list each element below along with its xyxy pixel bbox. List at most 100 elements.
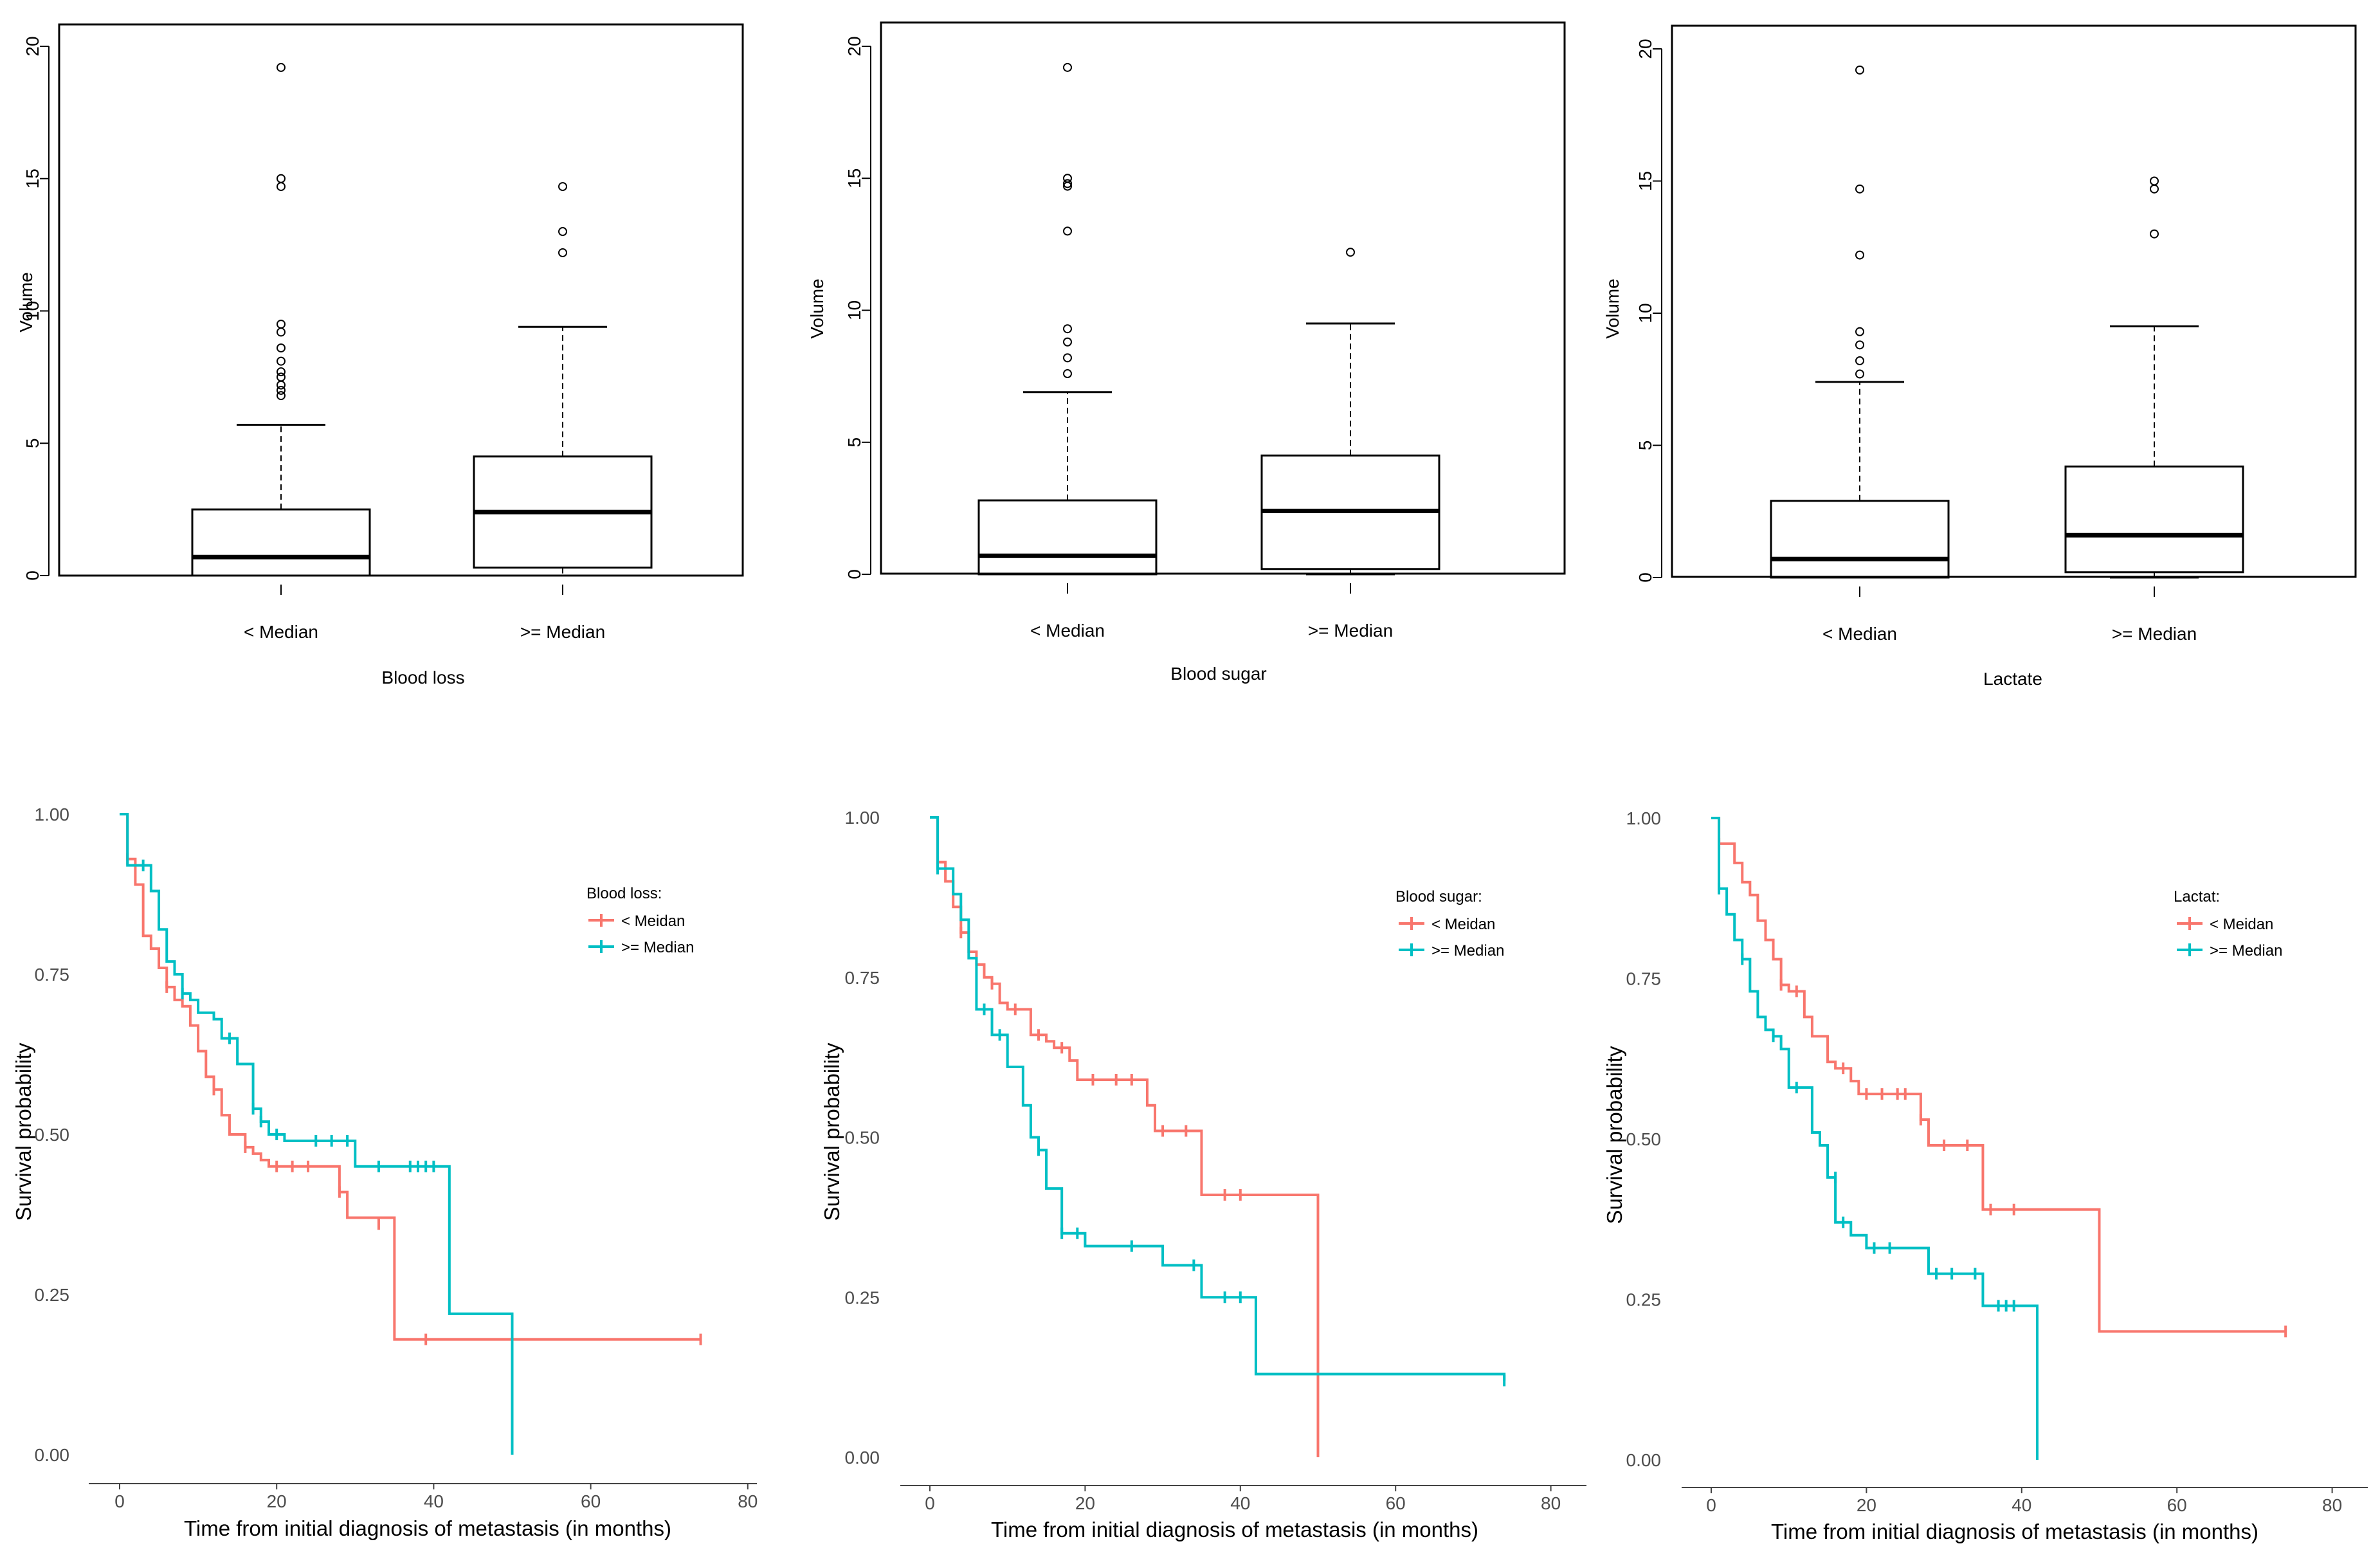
- boxplot-content: 0 5 10 15 20 < Median >= Median: [1635, 39, 2244, 644]
- outlier-point: [277, 174, 286, 183]
- x-tick-label: 20: [1075, 1493, 1095, 1513]
- y-tick-label: 0.75: [845, 968, 880, 988]
- outlier-point: [1063, 337, 1072, 347]
- x-tick-label: 20: [1857, 1495, 1876, 1515]
- x-tick-label: < Median: [1030, 621, 1105, 641]
- outlier-point: [1855, 356, 1864, 365]
- legend-label: >= Median: [621, 939, 694, 956]
- x-tick-label: 60: [581, 1491, 601, 1511]
- x-axis-label: Blood loss: [381, 668, 464, 687]
- y-axis-label: Survival probability: [12, 1042, 35, 1221]
- x-tick-label: 20: [267, 1491, 287, 1511]
- outlier-point: [2150, 229, 2159, 239]
- y-tick-label: 0.25: [35, 1285, 70, 1305]
- y-tick-label: 10: [844, 300, 864, 320]
- boxplot-lactate: 0 5 10 15 20 < Median >= Median Volume Lactate: [1603, 24, 2357, 689]
- km-content: 0.00 0.25 0.50 0.75 1.00 0 20 40 60 80: [1626, 808, 2343, 1515]
- x-axis-label: Time from initial diagnosis of metastasi…: [1771, 1520, 2258, 1543]
- y-tick-label: 15: [844, 168, 864, 188]
- y-axis-label: Volume: [1603, 278, 1622, 338]
- outlier-point: [277, 343, 286, 353]
- outlier-point: [1063, 226, 1072, 236]
- km-lactate: 0.00 0.25 0.50 0.75 1.00 0 20 40 60 80 Survival p…: [1603, 808, 2368, 1543]
- legend-label: < Meidan: [2210, 916, 2273, 933]
- y-axis-label: Survival probability: [820, 1042, 844, 1221]
- x-axis-label: Blood sugar: [1170, 664, 1266, 684]
- x-tick-label: 0: [114, 1491, 125, 1511]
- km-curve: [930, 816, 1320, 1457]
- box-iqr: [2064, 465, 2244, 574]
- x-tick-label: >= Median: [1308, 621, 1393, 641]
- y-tick-label: 0: [23, 570, 42, 581]
- y-tick-label: 0.25: [1626, 1290, 1662, 1310]
- plot-frame: [58, 23, 744, 577]
- x-tick-label: 60: [1386, 1493, 1406, 1513]
- y-tick-label: 1.00: [35, 805, 70, 824]
- x-tick-label: 0: [1706, 1495, 1716, 1515]
- y-tick-label: 1.00: [1626, 808, 1662, 828]
- y-tick-label: 10: [23, 301, 42, 321]
- y-axis-label: Survival probability: [1603, 1046, 1626, 1224]
- y-tick-label: 20: [844, 36, 864, 56]
- km-content: 0.00 0.25 0.50 0.75 1.00 0 20 40 60 80: [845, 808, 1561, 1513]
- outlier-point: [558, 227, 567, 237]
- y-tick-label: 20: [23, 36, 42, 56]
- y-tick-label: 5: [23, 438, 42, 448]
- outlier-point: [277, 367, 286, 377]
- y-tick-label: 0.75: [1626, 969, 1662, 989]
- legend-title: Lactat:: [2174, 888, 2220, 905]
- y-axis-label: Volume: [16, 272, 36, 332]
- y-tick-label: 0.75: [35, 965, 70, 985]
- legend: Lactat: < Meidan >= Median: [2174, 888, 2282, 959]
- x-axis-label: Time from initial diagnosis of metastasi…: [991, 1518, 1478, 1541]
- legend-title: Blood loss:: [586, 885, 662, 902]
- x-tick-label: 40: [1230, 1493, 1250, 1513]
- outlier-point: [2150, 176, 2159, 186]
- y-tick-label: 15: [1635, 171, 1655, 191]
- y-tick-label: 0.50: [35, 1125, 70, 1145]
- x-tick-label: < Median: [244, 622, 318, 642]
- boxplot-content: 0 5 10 15 20 < Median >= Median: [844, 36, 1440, 641]
- boxplot-blood-loss: 0 5 10 15 20 < Median >= Median Volume Blood l…: [16, 23, 744, 687]
- legend-label: >= Median: [2210, 942, 2282, 959]
- km-curve: [120, 813, 514, 1455]
- legend: Blood loss: < Meidan >= Median: [586, 885, 694, 956]
- legend-label: < Meidan: [621, 913, 685, 930]
- legend-label: >= Median: [1431, 942, 1504, 959]
- x-tick-label: 80: [2322, 1495, 2342, 1515]
- outlier-point: [1063, 179, 1072, 188]
- box-iqr: [977, 499, 1158, 576]
- legend: Blood sugar: < Meidan >= Median: [1395, 888, 1504, 959]
- km-content: 0.00 0.25 0.50 0.75 1.00 0 20 40 60 80: [35, 805, 758, 1511]
- outlier-point: [277, 385, 286, 395]
- outlier-point: [1063, 62, 1072, 72]
- y-tick-label: 0.50: [1626, 1129, 1662, 1149]
- boxplot-blood-sugar: 0 5 10 15 20 < Median >= Median Volume Blood s…: [807, 21, 1566, 684]
- outlier-point: [1063, 369, 1072, 379]
- x-tick-label: 60: [2167, 1495, 2187, 1515]
- outlier-point: [558, 182, 567, 192]
- outlier-point: [277, 372, 286, 382]
- plot-frame: [880, 21, 1566, 575]
- km-curve: [1711, 817, 2286, 1333]
- outlier-point: [1855, 250, 1864, 260]
- y-tick-label: 0: [844, 569, 864, 579]
- x-tick-label: 80: [1541, 1493, 1561, 1513]
- outlier-point: [1855, 327, 1864, 336]
- legend-title: Blood sugar:: [1395, 888, 1482, 905]
- outlier-point: [1855, 369, 1864, 379]
- plot-frame: [1671, 24, 2357, 578]
- y-tick-label: 10: [1635, 303, 1655, 323]
- y-tick-label: 20: [1635, 39, 1655, 59]
- outlier-point: [1346, 248, 1355, 257]
- y-tick-label: 0.50: [845, 1128, 880, 1148]
- outlier-point: [277, 62, 286, 72]
- y-tick-label: 15: [23, 168, 42, 188]
- y-tick-label: 5: [844, 437, 864, 448]
- y-tick-label: 1.00: [845, 808, 880, 828]
- outlier-point: [558, 248, 567, 257]
- y-tick-label: 0: [1635, 572, 1655, 583]
- x-tick-label: >= Median: [2112, 624, 2197, 644]
- km-blood-loss: 0.00 0.25 0.50 0.75 1.00 0 20 40 60 80 Survival p…: [12, 805, 758, 1540]
